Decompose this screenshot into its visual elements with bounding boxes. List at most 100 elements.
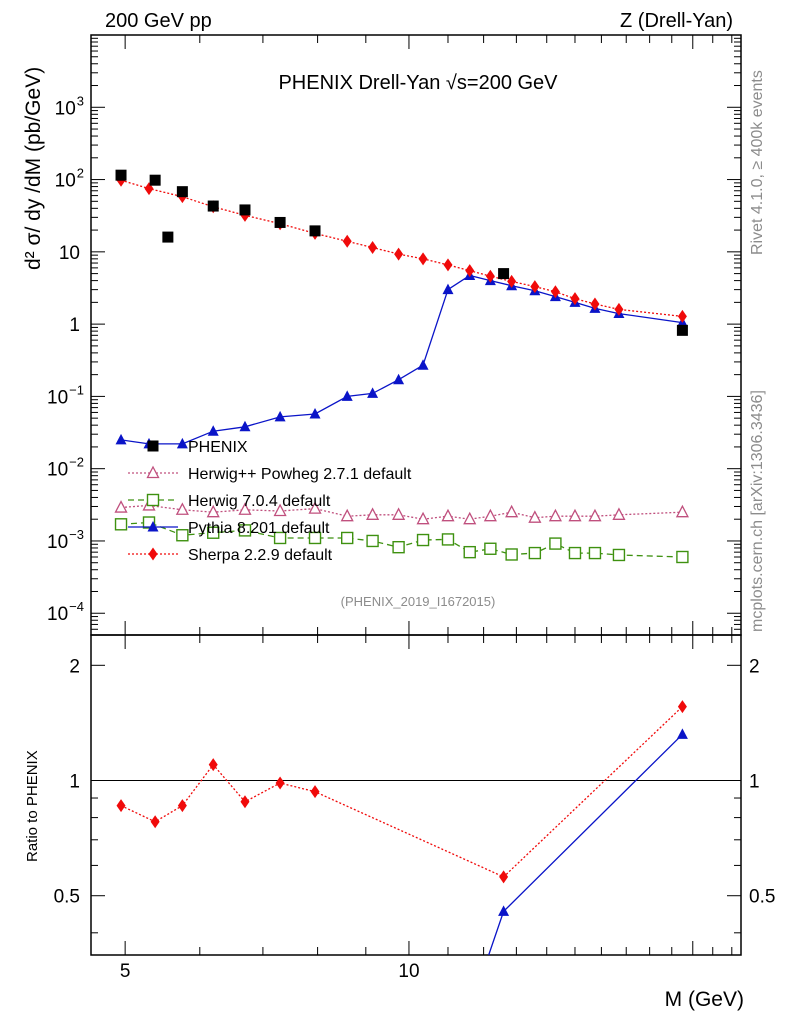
sherpa-2-2-9-default-point <box>342 234 352 248</box>
phenix-point <box>207 200 219 212</box>
herwig-powheg-2-7-1-default-point <box>392 507 406 520</box>
ratio-sherpa-2-2-9-default-point <box>208 758 218 772</box>
phenix-point <box>149 174 161 186</box>
herwig-powheg-2-7-1-default-point <box>114 500 128 513</box>
pythia-8-201-default-line <box>120 274 683 445</box>
sherpa-2-2-9-default-point <box>368 240 378 254</box>
ratio-pythia-8-201-default-point <box>498 905 510 916</box>
ratio-sherpa-2-2-9-default-point <box>275 776 285 790</box>
main-series <box>114 169 689 564</box>
ratio-y-tick-label-right: 1 <box>749 772 760 793</box>
legend-marker <box>148 547 158 561</box>
herwig-7-0-4-default-point <box>238 524 252 537</box>
sherpa-2-2-9-default-point <box>530 280 540 294</box>
sherpa-2-2-9-default-point <box>465 264 475 278</box>
y-tick-label-exp: −2 <box>69 455 84 470</box>
ratio-y-tick-label: 1 <box>69 772 80 793</box>
legend-label: Pythia 8.201 default <box>188 520 330 537</box>
pythia-8-201-default-point <box>442 283 454 295</box>
sherpa-2-2-9-default-point <box>485 269 495 283</box>
phenix-point <box>676 324 688 336</box>
herwig-7-0-4-default-point <box>114 518 128 531</box>
legend-label: PHENIX <box>188 439 248 456</box>
sherpa-2-2-9-default-point <box>550 285 560 299</box>
herwig-7-0-4-default-point <box>549 537 562 550</box>
pythia-8-201-default-point <box>274 410 286 422</box>
y-tick-label: 10 <box>47 532 68 553</box>
herwig-powheg-2-7-1-default-point <box>273 503 287 517</box>
y-tick-label: 10 <box>55 171 76 192</box>
pythia-8-201-default-point <box>207 425 219 436</box>
herwig-powheg-2-7-1-default-point <box>416 511 430 525</box>
phenix-point <box>162 231 174 243</box>
ratio-panel-frame <box>90 634 742 956</box>
pythia-8-201-default-point <box>341 390 353 401</box>
legend-marker <box>147 521 159 532</box>
legend-label: Sherpa 2.2.9 default <box>188 547 333 564</box>
ratio-sherpa-2-2-9-default-point <box>240 795 250 809</box>
mcplots-label: mcplots.cern.ch [arXiv:1306.3436] <box>749 390 766 632</box>
x-tick-label: 10 <box>398 961 419 982</box>
phenix-point <box>274 216 286 228</box>
herwig-7-0-4-default-point <box>612 548 626 562</box>
ratio-sherpa-2-2-9-default-point <box>150 815 160 829</box>
herwig-powheg-2-7-1-default-point <box>612 507 626 520</box>
herwig-7-0-4-default-point <box>308 531 322 545</box>
ratio-sherpa-2-2-9-default-point <box>677 700 687 714</box>
main-y-axis-title: d² σ/ dy /dM (pb/GeV) <box>22 67 45 270</box>
legend-marker <box>146 493 160 507</box>
herwig-7-0-4-default-point <box>142 516 156 529</box>
sherpa-2-2-9-default-point <box>614 302 624 316</box>
phenix-point <box>498 268 510 280</box>
herwig-7-0-4-default-point <box>676 550 689 564</box>
herwig-7-0-4-default-point <box>273 531 287 545</box>
pythia-8-201-default-point <box>417 359 429 370</box>
y-tick-label: 10 <box>47 387 68 408</box>
x-axis-title: M (GeV) <box>665 988 744 1011</box>
herwig-7-0-4-default-point <box>416 533 430 547</box>
herwig-powheg-2-7-1-default-point <box>340 508 354 522</box>
y-tick-label-exp: 2 <box>77 166 84 181</box>
herwig-7-0-4-default-point <box>463 545 476 559</box>
y-tick-label-exp: −4 <box>69 599 84 614</box>
pythia-8-201-default-point <box>115 433 127 445</box>
phenix-point <box>115 169 127 181</box>
y-tick-label: 10 <box>47 460 68 481</box>
herwig-7-0-4-default-point <box>588 546 602 560</box>
y-tick-label-exp: 3 <box>77 93 84 108</box>
sherpa-2-2-9-default-line <box>120 179 683 318</box>
ratio-pythia-8-201-default-line <box>488 733 683 956</box>
phenix-point <box>176 186 188 198</box>
y-tick-label: 10 <box>55 98 76 119</box>
x-tick-label: 5 <box>120 961 131 982</box>
sherpa-2-2-9-default-point <box>394 247 404 261</box>
header-right: Z (Drell-Yan) <box>620 10 733 32</box>
herwig-powheg-2-7-1-default-point <box>175 502 189 515</box>
sherpa-2-2-9-default-point <box>443 258 453 272</box>
herwig-7-0-4-default-point <box>568 546 582 560</box>
phenix-point <box>239 204 251 216</box>
y-tick-label: 1 <box>69 315 80 336</box>
analysis-watermark: (PHENIX_2019_I1672015) <box>341 594 496 609</box>
herwig-7-0-4-default-point <box>207 526 220 539</box>
herwig-powheg-2-7-1-default-point <box>366 507 380 520</box>
herwig-powheg-2-7-1-default-point <box>528 510 542 523</box>
legend-marker <box>147 440 159 452</box>
herwig-powheg-2-7-1-default-point <box>568 508 582 522</box>
ratio-sherpa-2-2-9-default-point <box>177 799 187 813</box>
axis-ticks <box>91 35 741 955</box>
ratio-pythia-8-201-default-point <box>676 728 688 739</box>
herwig-7-0-4-default-point <box>176 529 189 542</box>
sherpa-2-2-9-default-point <box>570 292 580 306</box>
pythia-8-201-default-point <box>309 408 321 419</box>
y-tick-label-exp: −3 <box>69 527 84 542</box>
header-left: 200 GeV pp <box>105 10 212 32</box>
ratio-series <box>116 700 688 956</box>
legend-marker <box>146 465 160 479</box>
herwig-powheg-2-7-1-default-point <box>588 508 602 522</box>
legend-label: Herwig++ Powheg 2.7.1 default <box>188 466 412 483</box>
pythia-8-201-default-point <box>239 420 251 432</box>
herwig-7-0-4-default-point <box>392 540 405 554</box>
herwig-7-0-4-default-point <box>528 546 542 560</box>
